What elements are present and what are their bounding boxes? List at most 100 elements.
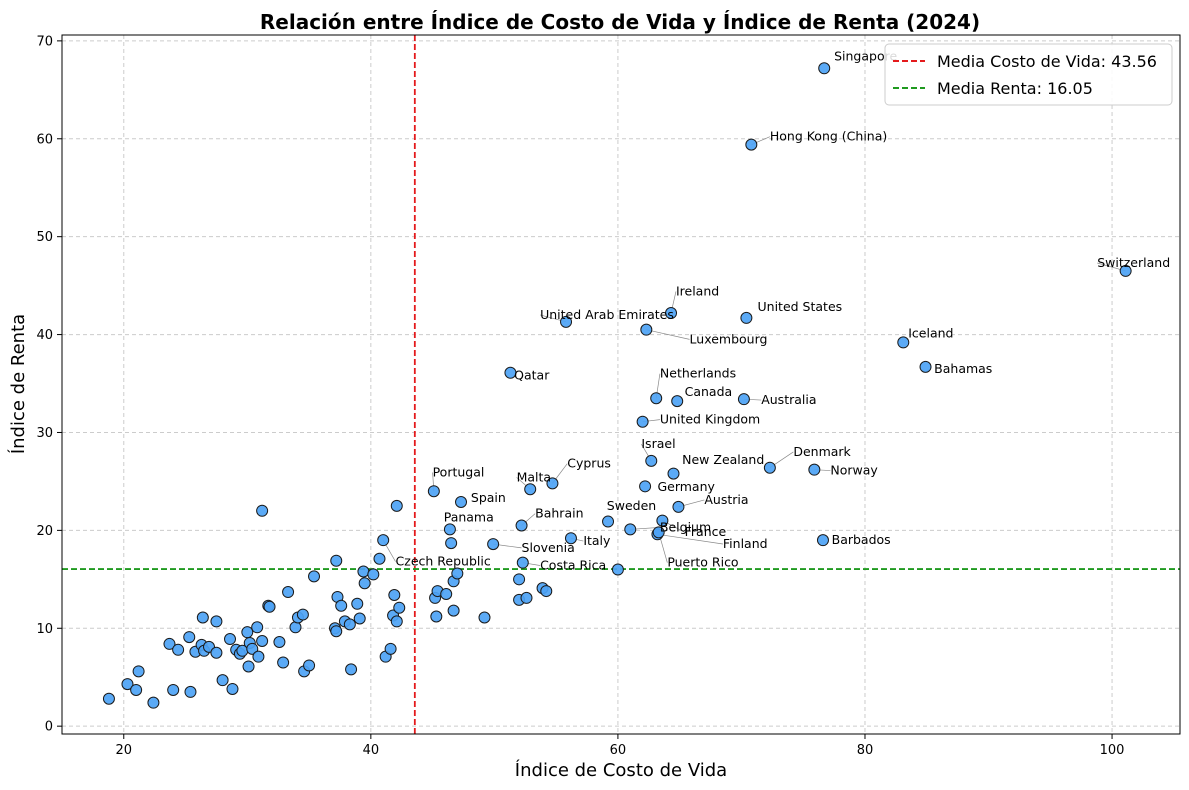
data-point: [242, 660, 255, 673]
y-tick-label: 10: [36, 622, 53, 637]
leader-luxembourg: [646, 329, 690, 340]
data-point: [163, 637, 176, 650]
point-spain: [455, 495, 468, 508]
data-point: [390, 615, 403, 628]
point-new-zealand: [667, 467, 680, 480]
annotation-israel: Israel: [641, 436, 675, 451]
annotation-iceland: Iceland: [908, 326, 953, 341]
annotation-barbados: Barbados: [832, 532, 891, 547]
legend-label-mean-cost: Media Costo de Vida: 43.56: [937, 52, 1157, 71]
annotation-puerto-rico: Puerto Rico: [667, 555, 738, 570]
point-sweden: [602, 515, 615, 528]
legend-box: [884, 43, 1173, 106]
point-united-kingdom: [636, 415, 649, 428]
annotation-switzerland: Switzerland: [1097, 255, 1170, 270]
point-luxembourg: [640, 323, 653, 336]
axis-ticks: 20 40 60 80 100 0 10 20 30 40 50 60 70: [36, 34, 1124, 758]
data-point: [447, 604, 460, 617]
annotation-united-arab-emirates: United Arab Emirates: [540, 307, 674, 322]
data-point: [388, 588, 401, 601]
annotation-slovenia: Slovenia: [522, 540, 575, 555]
point-puerto-rico: [652, 526, 665, 539]
point-belgium: [624, 523, 637, 536]
x-tick-label: 60: [610, 743, 627, 758]
point-barbados: [816, 534, 829, 547]
data-point: [440, 588, 453, 601]
annotation-qatar: Qatar: [514, 368, 550, 383]
y-tick-label: 0: [45, 720, 53, 735]
y-tick-label: 20: [36, 524, 53, 539]
data-point: [263, 600, 276, 613]
annotation-france: France: [685, 524, 727, 539]
data-point: [256, 634, 269, 647]
data-point: [252, 650, 265, 663]
data-point: [167, 683, 180, 696]
data-point: [172, 643, 185, 656]
point-united-states: [740, 311, 753, 324]
data-point: [251, 621, 264, 634]
annotation-bahrain: Bahrain: [535, 506, 583, 521]
data-point: [520, 591, 533, 604]
point-france: [656, 514, 669, 527]
point-norway: [808, 463, 821, 476]
annotation-new-zealand: New Zealand: [682, 452, 764, 467]
annotation-cyprus: Cyprus: [567, 456, 611, 471]
point-iceland: [897, 336, 910, 349]
annotation-australia: Australia: [761, 392, 816, 407]
annotation-united-states: United States: [758, 299, 843, 314]
data-point: [451, 567, 464, 580]
data-point: [183, 631, 196, 644]
leader-finland: [657, 533, 723, 545]
plot-frame: [61, 34, 1181, 735]
data-point: [216, 674, 229, 687]
data-point: [353, 612, 366, 625]
point-slovenia: [487, 538, 500, 551]
data-point: [611, 563, 624, 576]
data-point: [224, 633, 237, 646]
point-portugal: [427, 485, 440, 498]
data-point: [121, 678, 134, 691]
annotation-canada: Canada: [685, 384, 733, 399]
x-tick-label: 80: [857, 743, 874, 758]
data-point: [289, 621, 302, 634]
annotation-luxembourg: Luxembourg: [690, 331, 768, 346]
y-tick-label: 70: [36, 34, 53, 49]
point-czech-republic: [377, 534, 390, 547]
x-tick-label: 40: [363, 743, 380, 758]
point-netherlands: [650, 392, 663, 405]
data-point: [373, 552, 386, 565]
point-ireland: [665, 307, 678, 320]
annotation-singapore: Singapore: [834, 48, 897, 63]
annotation-bahamas: Bahamas: [934, 361, 992, 376]
data-point: [308, 570, 321, 583]
x-tick-label: 100: [1100, 743, 1125, 758]
data-point: [393, 601, 406, 614]
point-denmark: [763, 461, 776, 474]
data-point: [241, 626, 254, 639]
x-tick-label: 20: [115, 743, 132, 758]
point-singapore: [818, 62, 831, 75]
annotation-italy: Italy: [583, 533, 611, 548]
data-point: [351, 597, 364, 610]
data-point: [210, 615, 223, 628]
annotation-costa-rica: Costa Rica: [540, 558, 606, 573]
data-point: [273, 635, 286, 648]
y-tick-label: 30: [36, 426, 53, 441]
annotation-panama: Panama: [444, 510, 494, 525]
annotation-finland: Finland: [723, 536, 768, 551]
point-qatar: [504, 366, 517, 379]
annotation-belgium: Belgium: [660, 519, 711, 534]
data-point: [343, 618, 356, 631]
annotation-united-kingdom: United Kingdom: [660, 412, 760, 427]
point-hong-kong-china: [745, 138, 758, 151]
point-israel: [645, 454, 658, 467]
data-point: [246, 642, 259, 655]
annotation-sweden: Sweden: [607, 498, 656, 513]
data-point: [335, 599, 348, 612]
point-united-arab-emirates: [560, 315, 573, 328]
data-point: [330, 625, 343, 638]
annotation-denmark: Denmark: [793, 444, 851, 459]
data-point: [513, 573, 526, 586]
